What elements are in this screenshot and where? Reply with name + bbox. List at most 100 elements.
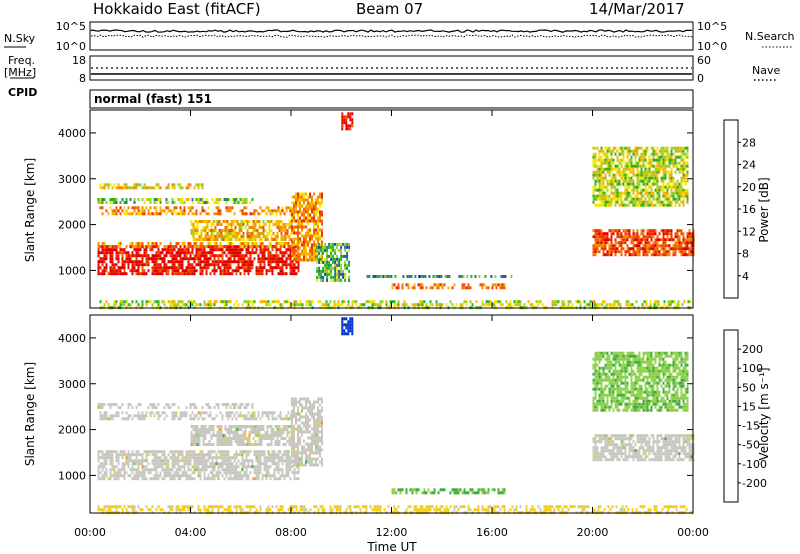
cell-region-0	[211, 248, 214, 252]
cell-region-12	[672, 238, 675, 242]
cell-region-6	[299, 195, 301, 199]
cell-region-5	[206, 235, 209, 238]
cell-region-13	[682, 188, 685, 192]
cell-region-0	[121, 453, 124, 457]
cell-region-8	[349, 124, 352, 128]
cell-region-0	[101, 450, 104, 454]
cell-region-0	[239, 266, 242, 270]
cell-region-0	[219, 456, 222, 460]
cell-region-3	[238, 437, 241, 440]
cell-region-1	[279, 242, 282, 245]
cell-region-2	[171, 403, 174, 406]
cell-region-6	[321, 234, 323, 238]
cell-region-0	[177, 263, 180, 267]
cell-region-13	[618, 173, 621, 177]
cell-region-0	[107, 450, 110, 454]
cell-region-0	[141, 260, 144, 264]
cell-region-13	[656, 194, 659, 198]
cell-region-2	[245, 403, 248, 406]
cell-region-0	[195, 251, 198, 255]
cell-region-7	[330, 251, 333, 255]
cell-region-13	[644, 203, 647, 207]
cell-region-13	[670, 200, 673, 204]
cell-region-13	[634, 188, 637, 192]
cell-region-11	[589, 303, 592, 307]
cell-region-6	[291, 210, 293, 214]
cell-region-2	[161, 209, 164, 213]
cell-region-6	[307, 228, 309, 232]
cell-region-7	[324, 266, 327, 270]
cell-region-3	[208, 443, 211, 446]
cell-region-11	[669, 300, 672, 304]
cell-region-6	[295, 201, 297, 205]
cell-region-1	[117, 245, 120, 248]
cell-region-0	[289, 462, 292, 466]
cell-region-0	[185, 471, 188, 475]
cell-region-13	[638, 182, 641, 186]
cell-region-3	[249, 201, 252, 204]
cell-region-1	[229, 414, 232, 418]
cell-region-3	[230, 428, 233, 431]
cell-region-0	[159, 450, 162, 454]
cell-region-12	[640, 247, 643, 251]
cell-region-12	[644, 238, 647, 242]
cell-region-0	[121, 257, 124, 261]
cell-region-5	[236, 223, 239, 226]
cell-region-13	[652, 197, 655, 201]
cell-region-13	[668, 176, 671, 180]
cell-region-0	[151, 459, 154, 463]
cell-region-13	[646, 170, 649, 174]
cell-region-2	[225, 403, 228, 406]
cell-region-5	[232, 223, 235, 226]
cell-region-13	[602, 203, 605, 207]
cell-region-0	[103, 471, 106, 475]
cell-region-6	[319, 204, 321, 208]
cell-region-5	[228, 238, 231, 241]
cell-region-0	[287, 465, 290, 469]
cell-region-7	[328, 260, 331, 264]
cell-region-4	[151, 186, 154, 190]
cell-region-0	[205, 263, 208, 267]
cell-region-11	[203, 303, 206, 307]
cell-region-13	[604, 146, 607, 150]
cell-region-7	[318, 269, 321, 273]
cell-region-7	[320, 257, 323, 261]
cell-region-2	[101, 406, 104, 409]
cell-region-0	[131, 260, 134, 264]
cell-region-0	[143, 465, 146, 469]
cell-region-13	[680, 179, 683, 183]
cell-region-0	[175, 257, 178, 261]
cell-region-5	[270, 220, 273, 223]
cell-region-0	[125, 257, 128, 261]
cell-region-12	[592, 253, 595, 257]
cell-region-0	[147, 257, 150, 261]
cell-region-12	[662, 247, 665, 251]
cell-region-12	[686, 247, 689, 251]
cell-region-12	[630, 247, 633, 251]
cell-region-1	[273, 411, 276, 415]
cell-region-4	[195, 183, 198, 187]
cell-region-0	[181, 474, 184, 478]
cell-region-0	[213, 257, 216, 261]
cell-region-5	[240, 238, 243, 241]
cell-region-6	[291, 213, 293, 217]
cell-region-3	[194, 443, 197, 446]
cell-region-6	[311, 252, 313, 256]
cell-region-12	[622, 247, 625, 251]
cell-region-0	[245, 260, 248, 264]
cell-region-11	[305, 303, 308, 307]
cell-region-2	[133, 206, 136, 210]
cell-region-13	[658, 170, 661, 174]
cell-region-0	[247, 269, 250, 273]
cell-region-13	[616, 194, 619, 198]
cell-region-3	[238, 434, 241, 437]
cell-region-2	[121, 403, 124, 406]
cell-region-13	[676, 167, 679, 171]
cell-region-0	[169, 251, 172, 255]
cell-region-3	[194, 425, 197, 428]
cell-region-4	[293, 448, 295, 452]
cell-region-0	[131, 477, 134, 481]
cell-region-9	[435, 286, 438, 290]
cell-region-13	[598, 152, 601, 156]
cell-region-7	[344, 260, 347, 264]
